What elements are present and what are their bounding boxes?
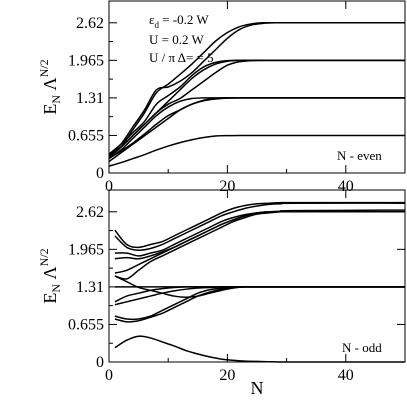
series-line-odd-3 (114, 210, 405, 257)
series-line-odd-13 (114, 335, 405, 363)
param-epsilon: εd = -0.2 W (149, 12, 209, 30)
x-tick-label: 0 (105, 178, 113, 195)
series-line-even-9 (108, 97, 405, 159)
x-tick-label: 40 (338, 367, 354, 384)
series-line-odd-2 (114, 202, 406, 251)
y-tick-label: 0 (96, 354, 104, 371)
y-tick-label: 0.655 (68, 127, 104, 144)
series-line-odd-12 (114, 286, 405, 323)
y-tick-label: 1.965 (68, 52, 104, 69)
y-axis-label-even: EN ΛN/2 (37, 59, 63, 114)
y-axis-label-odd: EN ΛN/2 (37, 248, 63, 303)
y-tick-label: 1.31 (76, 279, 104, 296)
series-line-odd-6 (114, 210, 405, 280)
y-tick-label: 2.62 (76, 15, 104, 32)
y-tick-label: 0 (96, 165, 104, 182)
ticks-odd: 0 0.655 1.31 1.965 2.62 0 20 40 (68, 190, 405, 384)
x-axis-label: N (251, 378, 264, 398)
corner-label-even: N - even (337, 148, 382, 163)
chart-panel-even: 0 0.655 1.31 1.965 2.62 0 20 40 EN ΛN/2 εd = -0… (37, 0, 406, 195)
y-tick-label: 1.965 (68, 241, 104, 258)
plot-frame-even (108, 0, 406, 174)
series-lines-odd (114, 201, 406, 363)
param-u: U = 0.2 W (149, 32, 204, 47)
x-tick-label: 0 (105, 367, 113, 384)
series-line-even-2 (108, 21, 405, 157)
x-tick-label: 40 (338, 178, 354, 195)
y-tick-label: 2.62 (76, 204, 104, 221)
param-ratio: U / π Δ= = 5 (149, 50, 214, 65)
series-line-even-8 (108, 134, 405, 167)
chart-panel-odd: 0 0.655 1.31 1.965 2.62 0 20 40 EN ΛN/2 N - odd… (37, 189, 406, 398)
series-line-even-7 (108, 59, 405, 157)
series-line-odd-5 (114, 209, 406, 274)
series-line-odd-1 (114, 201, 405, 249)
x-tick-label: 20 (219, 367, 235, 384)
y-tick-label: 0.655 (68, 316, 104, 333)
series-lines-even (108, 21, 405, 167)
plot-frame-odd (108, 189, 406, 363)
y-tick-label: 1.31 (76, 90, 104, 107)
series-line-even-3 (108, 59, 405, 155)
corner-label-odd: N - odd (342, 340, 382, 355)
x-tick-label: 20 (219, 178, 235, 195)
